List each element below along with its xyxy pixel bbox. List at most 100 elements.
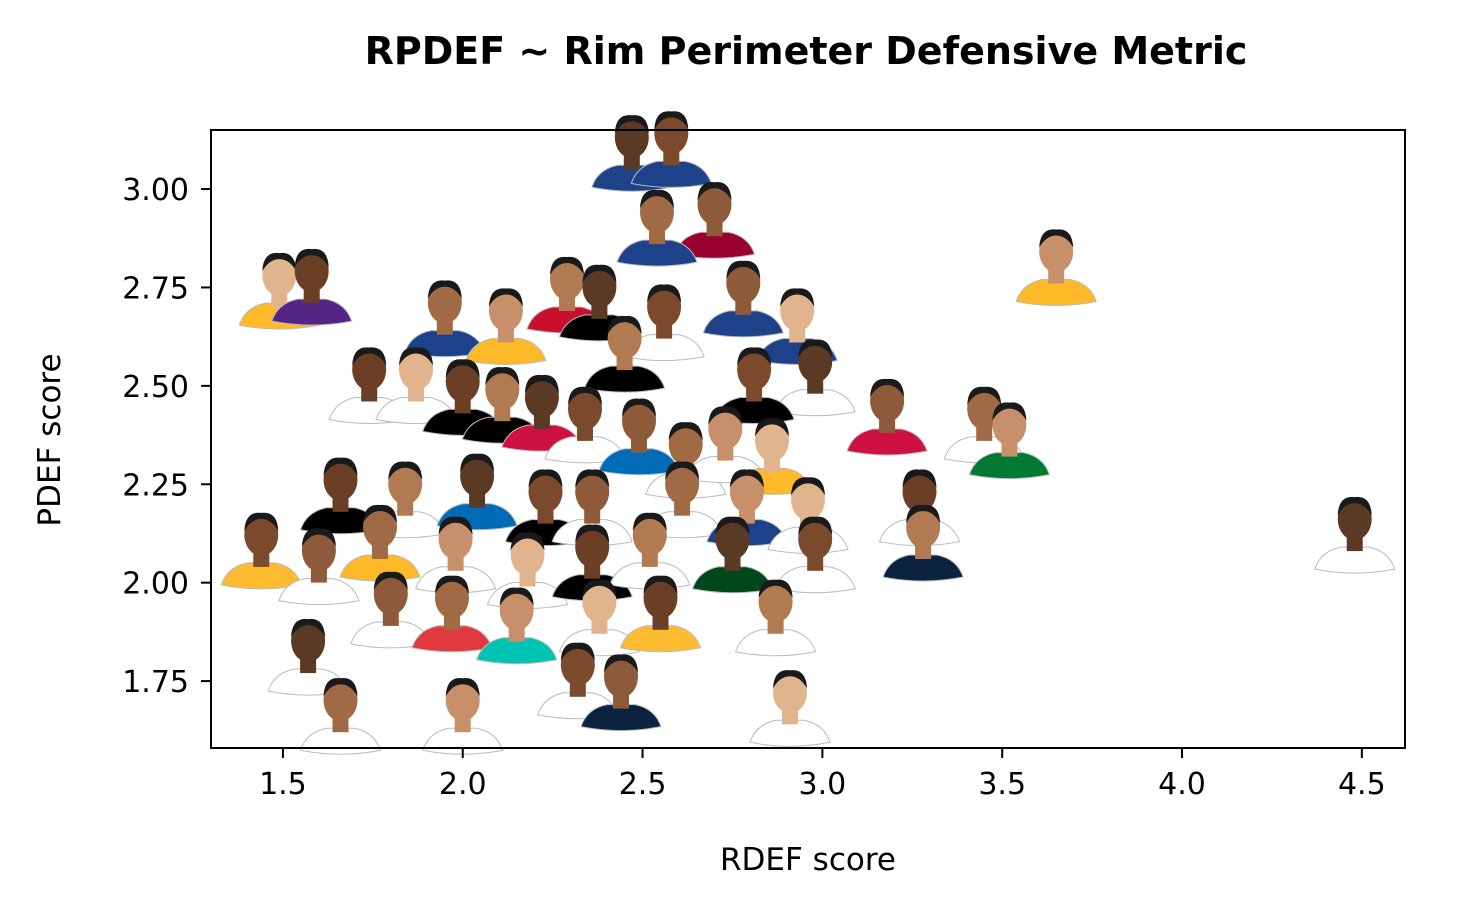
data-point-headshot <box>774 516 856 594</box>
neck-shape <box>508 627 525 642</box>
head-shape <box>640 191 674 234</box>
data-point-headshot <box>551 469 633 547</box>
hair-shape <box>524 374 559 394</box>
neck-shape <box>447 556 464 571</box>
head-shape <box>568 387 602 430</box>
data-point-headshot <box>339 504 421 582</box>
neck-shape <box>915 545 932 559</box>
neck-shape <box>436 320 453 335</box>
data-point-headshot <box>1314 496 1396 574</box>
head-shape <box>560 643 595 686</box>
x-tick-label: 2.5 <box>619 767 667 802</box>
hair-shape <box>323 457 358 476</box>
head-shape <box>715 517 750 560</box>
hair-shape <box>780 288 815 307</box>
hair-shape <box>485 367 520 386</box>
data-point-headshot <box>411 575 493 653</box>
jersey-shape <box>846 428 928 456</box>
head-shape <box>582 265 617 308</box>
jersey-shape <box>580 704 662 732</box>
data-point-headshot <box>968 402 1051 480</box>
neck-shape <box>332 497 349 512</box>
hair-shape <box>435 575 469 594</box>
y-axis: 1.75 2.00 2.25 2.50 2.75 3.00 <box>122 173 211 700</box>
data-point-headshot <box>271 248 353 326</box>
y-tick-label: 2.50 <box>122 370 189 405</box>
data-point-headshot <box>375 347 457 424</box>
head-shape <box>665 462 700 505</box>
head-shape <box>388 462 423 505</box>
data-point-headshot <box>422 359 504 436</box>
neck-shape <box>613 694 629 709</box>
data-point-headshot <box>465 288 547 365</box>
hair-shape <box>560 642 595 661</box>
head-shape <box>460 454 495 497</box>
jersey-shape <box>616 239 698 267</box>
neck-shape <box>497 328 514 343</box>
neck-shape <box>454 718 471 733</box>
head-shape <box>906 506 941 548</box>
hair-shape <box>488 288 523 307</box>
neck-shape <box>706 222 723 237</box>
head-shape <box>614 116 649 159</box>
hair-shape <box>528 469 563 488</box>
hair-shape <box>438 516 473 535</box>
neck-shape <box>631 438 647 453</box>
data-point-headshot <box>350 571 432 649</box>
hair-shape <box>363 504 397 523</box>
head-shape <box>488 289 523 332</box>
neck-shape <box>559 297 575 311</box>
neck-shape <box>641 552 658 567</box>
jersey-shape <box>619 625 702 653</box>
neck-shape <box>717 446 734 461</box>
head-shape <box>668 423 703 466</box>
data-point-headshot <box>749 670 831 747</box>
hair-shape <box>373 571 408 590</box>
head-shape <box>291 620 326 663</box>
hair-shape <box>665 461 700 480</box>
neck-shape <box>746 387 763 402</box>
jersey-shape <box>691 566 774 594</box>
head-shape <box>262 254 297 297</box>
head-shape <box>632 513 667 556</box>
head-shape <box>427 281 462 324</box>
hair-shape <box>301 528 336 547</box>
jersey-shape <box>220 562 302 590</box>
head-shape <box>323 458 358 501</box>
head-shape <box>737 348 772 391</box>
hair-shape <box>323 678 358 697</box>
head-shape <box>510 533 545 576</box>
data-point-headshot <box>476 587 558 665</box>
hair-shape <box>737 347 772 366</box>
jersey-shape <box>271 298 353 326</box>
head-shape <box>870 380 905 422</box>
neck-shape <box>444 615 460 630</box>
hair-shape <box>352 347 387 366</box>
hair-shape <box>715 516 750 535</box>
neck-shape <box>533 415 550 430</box>
hair-shape <box>697 182 732 201</box>
neck-shape <box>591 304 608 319</box>
plot-frame <box>210 129 1406 749</box>
head-shape <box>773 671 807 714</box>
neck-shape <box>494 407 511 422</box>
data-point-headshot <box>598 398 680 476</box>
head-shape <box>643 576 678 619</box>
data-point-headshot <box>583 315 666 393</box>
head-shape <box>992 403 1027 446</box>
neck-shape <box>300 659 317 674</box>
hair-shape <box>291 618 326 638</box>
head-shape <box>575 525 610 568</box>
head-shape <box>758 580 793 623</box>
y-tick-label: 2.00 <box>122 567 189 602</box>
head-shape <box>352 348 387 391</box>
neck-shape <box>519 572 536 587</box>
data-point-headshot <box>220 512 302 590</box>
x-tick-label: 3.0 <box>799 767 847 802</box>
data-point-headshot <box>537 642 619 720</box>
y-axis-label: PDEF score <box>32 353 68 526</box>
head-shape <box>524 376 559 419</box>
head-shape <box>780 289 815 332</box>
hair-shape <box>607 315 642 335</box>
data-point-headshot <box>731 418 813 495</box>
